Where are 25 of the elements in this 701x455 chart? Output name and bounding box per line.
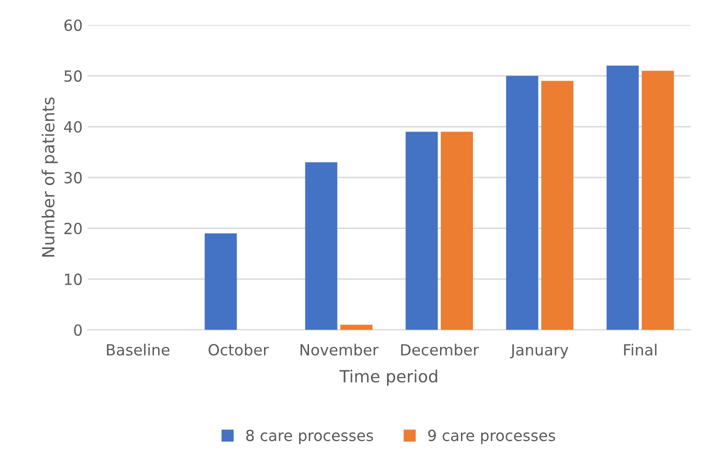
x-tick-label: Baseline <box>106 344 170 356</box>
legend-label: 9 care processes <box>428 430 556 444</box>
y-tick-label: 10 <box>65 274 82 286</box>
bar <box>606 66 639 330</box>
y-tick-label: 0 <box>74 324 82 336</box>
x-tick-label: January <box>510 344 568 359</box>
y-axis-title: Number of patients <box>42 97 58 257</box>
x-tick-label: October <box>208 344 269 356</box>
x-axis-title: Time period <box>339 370 438 386</box>
y-tick-label: 40 <box>64 121 82 133</box>
x-tick-label: November <box>300 344 379 356</box>
bar <box>305 162 338 330</box>
y-tick-label: 30 <box>64 172 82 184</box>
bar <box>440 132 473 330</box>
y-tick-label: 60 <box>64 19 82 32</box>
legend-label: 8 care processes <box>246 430 374 444</box>
y-tick-label: 50 <box>64 70 82 82</box>
bar <box>506 76 538 330</box>
bar <box>642 70 674 330</box>
x-tick-label: December <box>401 344 479 356</box>
bar <box>204 233 237 330</box>
x-tick-label: Final <box>624 344 656 356</box>
y-tick-label: 20 <box>64 222 82 234</box>
bar <box>541 80 574 330</box>
bar <box>406 132 438 330</box>
